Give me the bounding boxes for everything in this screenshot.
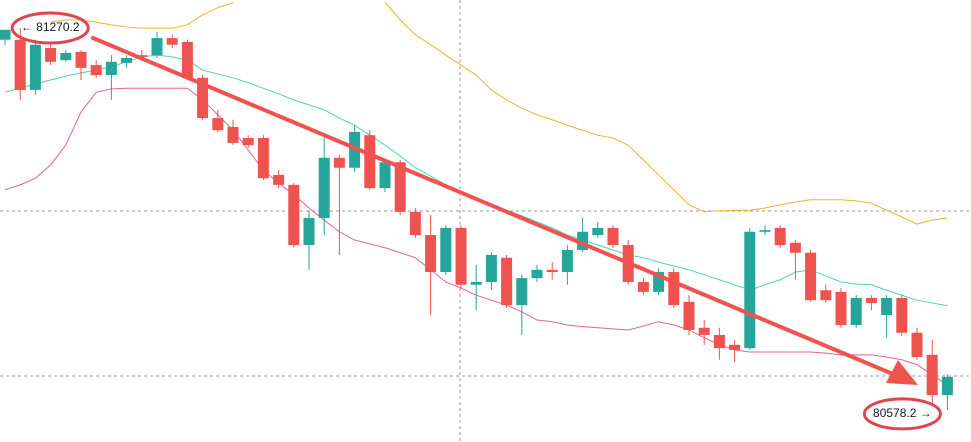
candle-body [90,65,102,76]
candle-body [212,118,224,131]
candle-body [926,354,938,396]
candle-body [577,231,589,250]
candle-body [865,297,877,303]
plot [0,1,953,410]
band-line [384,1,948,225]
price-labels: ← 81270.2 80578.2 → [10,11,942,431]
candle-body [637,281,649,292]
candle-body [288,184,300,246]
candle-body [835,291,847,326]
candle-body [151,38,163,56]
candle-body [774,227,786,246]
band-line [4,87,948,386]
candle-body [683,301,695,330]
candle-body [29,44,41,90]
candle-body [364,135,376,189]
price-label: ← 81270.2 [21,20,80,34]
candle-body [14,39,26,90]
candle-body [850,297,862,326]
trend-arrow [91,36,918,385]
trend-line [91,36,902,379]
candle-body [197,77,209,119]
candle-body [333,157,345,168]
candle-body [592,227,604,236]
candle-body [166,38,178,45]
candle-body [820,290,832,301]
candle-body [744,231,756,349]
candle-body [881,297,893,316]
candle-body [45,48,57,62]
candle-body [470,281,482,285]
candle-body [60,52,72,61]
candle-body [759,230,771,232]
candle-body [546,269,558,273]
candle-body [501,257,513,306]
candle-body [242,137,254,146]
candle-body [75,51,87,68]
price-marker [862,397,942,431]
candle-body [896,297,908,333]
candle-body [789,242,801,253]
candle-body [440,227,452,273]
candle-body [713,334,725,349]
candle-body [455,227,467,285]
candle-body [531,269,543,279]
candle-body [136,55,148,57]
candle-body [394,162,406,212]
candle-body [561,249,573,273]
candle-body [729,344,741,350]
candle-body [516,278,528,306]
price-label: 80578.2 → [873,406,932,420]
candle-body [121,57,133,63]
price-marker [10,11,90,45]
candle-body [0,29,11,40]
candle-body [318,157,330,218]
candle-body [257,137,269,179]
candle-body [409,211,421,236]
candle-body [607,227,619,246]
candle-body [653,272,665,292]
candle-body [805,252,817,301]
candle-body [181,41,193,78]
candle-body [227,126,239,143]
candle-body [668,272,680,306]
candle-body [303,217,315,246]
arrow-head [886,360,918,385]
candle-body [273,174,285,185]
candle-body [485,254,497,282]
candle-body [105,61,117,76]
candle-body [425,235,437,273]
candle-body [911,332,923,358]
candle-body [941,376,953,396]
candle-body [379,162,391,189]
candle-body [698,327,710,335]
